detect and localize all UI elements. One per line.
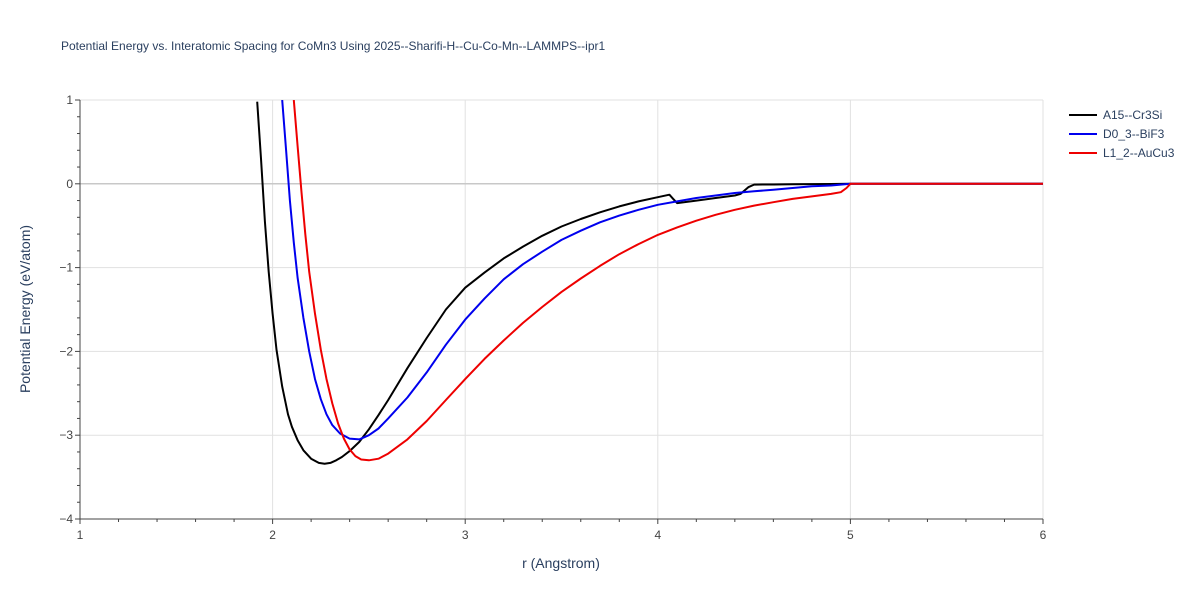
x-tick-label: 4 bbox=[654, 528, 661, 542]
legend-item-0[interactable]: A15--Cr3Si bbox=[1069, 108, 1162, 122]
x-tick-label: 5 bbox=[847, 528, 854, 542]
grid bbox=[80, 99, 1044, 519]
axes: 1 2 3 4 5 6 −4 −3 −2 −1 0 1 bbox=[59, 93, 1046, 542]
y-tick-label: 0 bbox=[66, 177, 73, 191]
x-tick-label: 3 bbox=[462, 528, 469, 542]
series-line-0 bbox=[256, 101, 1043, 465]
y-axis-title: Potential Energy (eV/atom) bbox=[17, 225, 33, 393]
series-line-1 bbox=[281, 100, 1043, 441]
series-line-2 bbox=[292, 100, 1043, 462]
series-lines bbox=[256, 100, 1043, 465]
legend-label: D0_3--BiF3 bbox=[1103, 127, 1165, 141]
y-tick-label: −2 bbox=[59, 344, 73, 358]
x-axis-title: r (Angstrom) bbox=[522, 555, 600, 571]
y-tick-label: 1 bbox=[66, 93, 73, 107]
legend-label: L1_2--AuCu3 bbox=[1103, 146, 1175, 160]
legend-item-1[interactable]: D0_3--BiF3 bbox=[1069, 127, 1165, 141]
y-tick-label: −1 bbox=[59, 261, 73, 275]
y-tick-label: −4 bbox=[59, 512, 73, 526]
legend[interactable]: A15--Cr3Si D0_3--BiF3 L1_2--AuCu3 bbox=[1069, 108, 1175, 160]
legend-item-2[interactable]: L1_2--AuCu3 bbox=[1069, 146, 1175, 160]
legend-label: A15--Cr3Si bbox=[1103, 108, 1162, 122]
x-tick-label: 6 bbox=[1040, 528, 1047, 542]
x-tick-label: 1 bbox=[77, 528, 84, 542]
chart-title: Potential Energy vs. Interatomic Spacing… bbox=[61, 39, 606, 53]
x-tick-label: 2 bbox=[269, 528, 276, 542]
y-tick-label: −3 bbox=[59, 428, 73, 442]
